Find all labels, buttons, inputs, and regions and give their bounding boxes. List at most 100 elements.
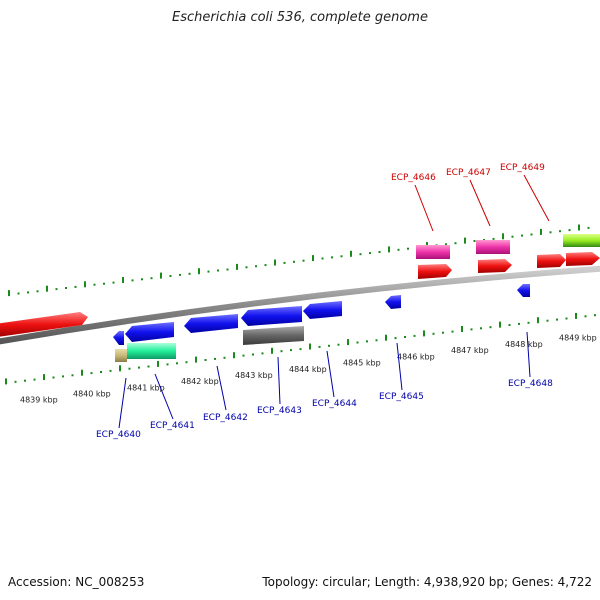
- minor-tick: [261, 352, 264, 355]
- gene-label[interactable]: ECP_4649: [500, 163, 545, 173]
- minor-tick: [245, 266, 248, 269]
- major-tick: [461, 326, 463, 332]
- minor-tick: [14, 380, 17, 383]
- minor-tick: [290, 349, 292, 352]
- minor-tick: [204, 359, 207, 361]
- minor-tick: [454, 242, 457, 245]
- minor-tick: [568, 229, 571, 232]
- minor-tick: [74, 285, 77, 288]
- reverse-cds-arrow[interactable]: [184, 314, 238, 333]
- gene-label[interactable]: ECP_4642: [203, 413, 248, 423]
- forward-cds-arrow[interactable]: [0, 312, 88, 337]
- minor-tick: [546, 319, 549, 322]
- misc-feature[interactable]: [563, 234, 600, 247]
- minor-tick: [214, 357, 216, 360]
- major-tick: [578, 224, 580, 231]
- minor-tick: [549, 231, 552, 234]
- minor-tick: [413, 334, 416, 337]
- gene-label[interactable]: ECP_4644: [312, 399, 357, 409]
- minor-tick: [188, 272, 191, 275]
- minor-tick: [480, 327, 482, 330]
- axis-tick-label: 4847 kbp: [451, 346, 489, 355]
- major-tick: [274, 259, 276, 266]
- minor-tick: [470, 328, 473, 331]
- rna-feature[interactable]: [416, 245, 450, 259]
- reverse-cds-arrow[interactable]: [241, 306, 302, 326]
- major-tick: [350, 250, 352, 257]
- gene-label-leaders: [118, 174, 550, 429]
- minor-tick: [33, 378, 36, 381]
- rna-feature[interactable]: [476, 240, 510, 254]
- genome-summary-text: Topology: circular; Length: 4,938,920 bp…: [262, 575, 592, 589]
- forward-cds-arrow[interactable]: [537, 254, 566, 268]
- major-tick: [236, 263, 238, 270]
- minor-tick: [65, 287, 67, 289]
- minor-tick: [131, 279, 134, 282]
- axis-tick-label: 4841 kbp: [127, 383, 165, 392]
- minor-tick: [299, 348, 302, 351]
- reverse-cds-arrow[interactable]: [113, 331, 124, 345]
- minor-tick: [27, 291, 29, 294]
- major-tick: [309, 343, 311, 350]
- minor-tick: [445, 243, 447, 246]
- gene-label[interactable]: ECP_4643: [257, 406, 302, 416]
- minor-tick: [264, 264, 267, 267]
- minor-tick: [255, 265, 257, 268]
- minor-tick: [293, 260, 295, 263]
- major-tick: [499, 321, 501, 328]
- misc-feature[interactable]: [127, 343, 176, 359]
- axis-tick-label: 4848 kbp: [505, 340, 543, 349]
- forward-cds-arrow[interactable]: [566, 252, 600, 266]
- minor-tick: [594, 314, 596, 317]
- minor-tick: [24, 379, 26, 382]
- major-tick: [540, 228, 542, 235]
- minor-tick: [100, 371, 102, 373]
- minor-tick: [492, 237, 495, 240]
- minor-tick: [166, 363, 169, 366]
- major-tick: [347, 339, 349, 346]
- major-tick: [195, 356, 197, 363]
- minor-tick: [93, 283, 96, 286]
- minor-tick: [511, 235, 514, 238]
- gene-label[interactable]: ECP_4641: [150, 421, 195, 431]
- minor-tick: [71, 374, 74, 377]
- major-tick: [388, 246, 390, 253]
- major-tick: [233, 352, 235, 359]
- minor-tick: [321, 257, 324, 260]
- minor-tick: [141, 278, 143, 281]
- minor-tick: [556, 318, 558, 321]
- minor-tick: [328, 344, 330, 347]
- reverse-cds-arrow[interactable]: [385, 295, 401, 309]
- reverse-cds-arrow[interactable]: [125, 322, 174, 342]
- gene-label[interactable]: ECP_4640: [96, 430, 141, 440]
- accession-text: Accession: NC_008253: [8, 575, 145, 589]
- minor-tick: [451, 330, 454, 333]
- minor-tick: [527, 321, 530, 324]
- major-tick: [119, 365, 121, 372]
- reverse-strand-features: [113, 284, 530, 362]
- minor-tick: [17, 292, 20, 295]
- minor-tick: [584, 315, 587, 318]
- minor-tick: [407, 247, 409, 250]
- minor-tick: [112, 281, 115, 284]
- gene-label[interactable]: ECP_4647: [446, 168, 491, 178]
- major-tick: [502, 233, 504, 240]
- axis-tick-label: 4842 kbp: [181, 377, 219, 386]
- misc-feature[interactable]: [115, 349, 127, 362]
- major-tick: [464, 237, 466, 244]
- minor-tick: [179, 273, 181, 276]
- axis-tick-label: 4840 kbp: [73, 390, 111, 399]
- minor-tick: [375, 339, 378, 342]
- reverse-cds-arrow[interactable]: [303, 301, 342, 319]
- major-tick: [537, 317, 539, 324]
- major-tick: [5, 378, 7, 385]
- gene-label[interactable]: ECP_4646: [391, 173, 436, 183]
- gene-label[interactable]: ECP_4645: [379, 392, 424, 402]
- forward-cds-arrow[interactable]: [418, 264, 452, 279]
- gene-labels-forward: ECP_4646 ECP_4647 ECP_4649: [391, 163, 545, 183]
- pseudogene-feature[interactable]: [243, 326, 304, 345]
- gene-label[interactable]: ECP_4648: [508, 379, 553, 389]
- forward-cds-arrow[interactable]: [478, 259, 512, 273]
- minor-tick: [185, 361, 188, 364]
- reverse-cds-arrow[interactable]: [517, 284, 530, 297]
